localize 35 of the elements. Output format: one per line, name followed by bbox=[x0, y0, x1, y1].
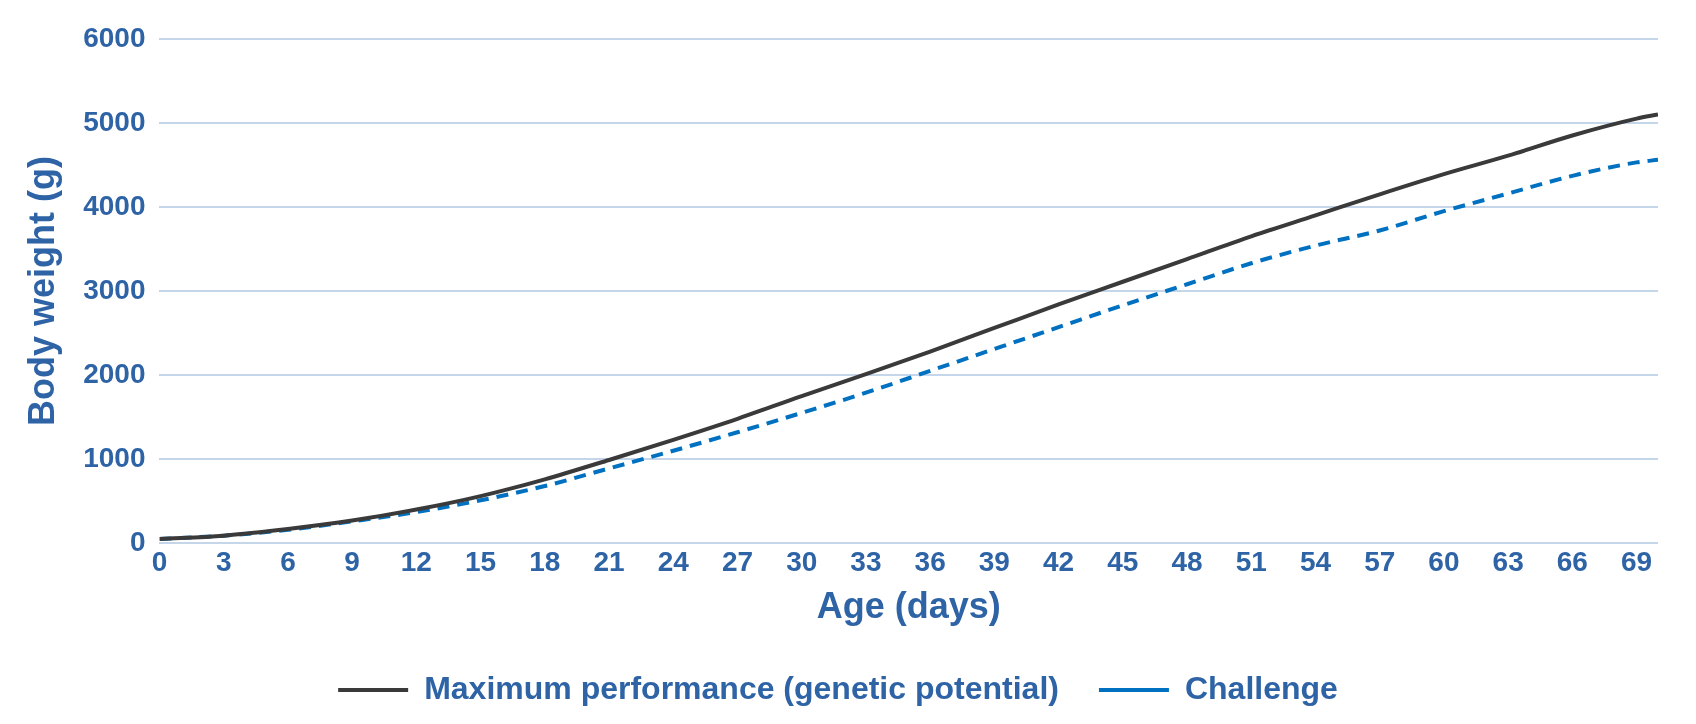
y-tick-label: 6000 bbox=[83, 21, 146, 53]
x-tick-label: 45 bbox=[1107, 545, 1139, 577]
x-tick-label: 18 bbox=[529, 545, 561, 577]
x-tick-label: 15 bbox=[465, 545, 497, 577]
y-tick-label: 3000 bbox=[83, 273, 146, 305]
x-tick-label: 42 bbox=[1043, 545, 1075, 577]
x-tick-label: 63 bbox=[1492, 545, 1524, 577]
x-tick-label: 66 bbox=[1556, 545, 1588, 577]
y-tick-label: 5000 bbox=[83, 105, 146, 137]
x-tick-label: 33 bbox=[850, 545, 882, 577]
x-tick-label: 60 bbox=[1428, 545, 1460, 577]
x-tick-label: 9 bbox=[344, 545, 360, 577]
x-tick-label: 0 bbox=[151, 545, 168, 577]
x-tick-label: 6 bbox=[280, 545, 296, 577]
x-tick-label: 24 bbox=[657, 545, 690, 577]
x-tick-label: 30 bbox=[786, 545, 818, 577]
x-tick-label: 57 bbox=[1364, 545, 1396, 577]
x-tick-label: 69 bbox=[1621, 545, 1653, 577]
legend-label: Maximum performance (genetic potential) bbox=[424, 669, 1059, 706]
y-axis-title: Body weight (g) bbox=[20, 156, 62, 426]
x-tick-label: 39 bbox=[978, 545, 1010, 577]
x-tick-label: 36 bbox=[914, 545, 946, 577]
x-tick-label: 12 bbox=[400, 545, 432, 577]
y-tick-label: 1000 bbox=[83, 441, 146, 473]
y-tick-label: 4000 bbox=[83, 189, 146, 221]
x-tick-label: 54 bbox=[1299, 545, 1332, 577]
x-tick-label: 27 bbox=[721, 545, 754, 577]
x-tick-label: 51 bbox=[1235, 545, 1267, 577]
y-tick-label: 0 bbox=[129, 525, 146, 557]
x-tick-label: 3 bbox=[215, 545, 232, 577]
y-tick-label: 2000 bbox=[83, 357, 146, 389]
x-tick-label: 21 bbox=[593, 545, 625, 577]
x-tick-label: 48 bbox=[1171, 545, 1203, 577]
legend-label: Challenge bbox=[1184, 669, 1338, 706]
x-axis-title: Age (days) bbox=[816, 585, 1001, 627]
